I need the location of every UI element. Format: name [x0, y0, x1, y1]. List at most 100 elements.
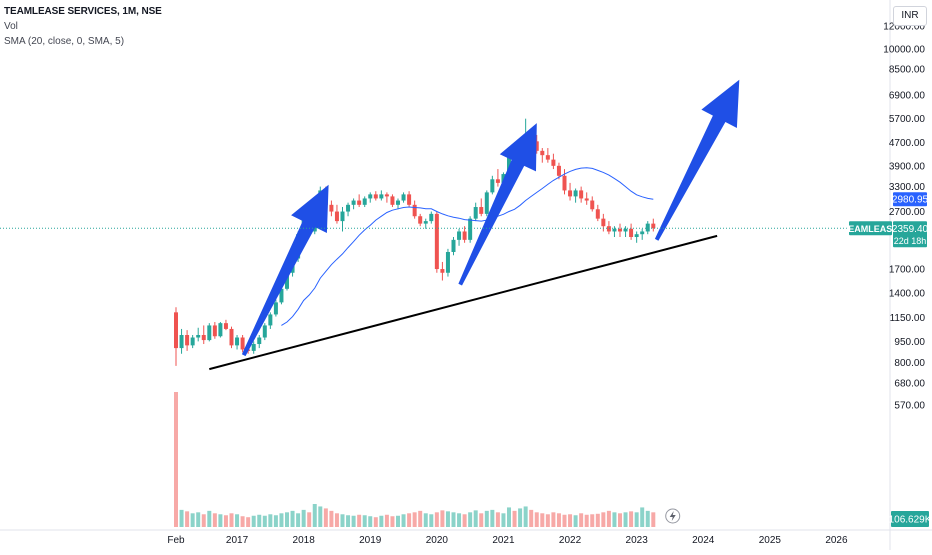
candle-body: [396, 200, 400, 205]
currency-button[interactable]: INR: [893, 6, 927, 26]
candle-body: [551, 159, 556, 166]
price-tick-label: 570.00: [894, 400, 925, 411]
countdown-text: 22d 18h: [894, 236, 927, 246]
candle-body: [373, 194, 378, 199]
volume-bar: [285, 512, 289, 527]
candle-body: [590, 200, 595, 210]
candle-body: [185, 335, 190, 346]
candle-body: [262, 325, 267, 338]
candle-body: [340, 211, 345, 222]
volume-bar: [312, 504, 317, 527]
volume-bar: [323, 508, 328, 527]
candle-body: [285, 272, 289, 289]
candle-body: [268, 314, 273, 326]
volume-bar: [462, 514, 467, 527]
time-tick-label: 2026: [825, 535, 848, 546]
volume-bar: [584, 514, 589, 527]
candle-body: [618, 228, 622, 232]
candle-body: [440, 269, 445, 273]
candle-body: [201, 335, 206, 341]
candle-body: [279, 288, 284, 303]
volume-bar: [379, 515, 384, 527]
last-price-text: 2359.40: [892, 224, 929, 235]
candle-body: [484, 192, 489, 214]
candle-body: [490, 179, 495, 193]
symbol-title[interactable]: TEAMLEASE SERVICES, 1M, NSE: [4, 6, 162, 17]
volume-bar: [273, 515, 278, 527]
candle-body: [573, 190, 578, 197]
volume-bar: [290, 510, 295, 527]
candle-body: [562, 175, 567, 191]
volume-bar: [495, 512, 500, 527]
price-tick-label: 1400.00: [889, 289, 926, 300]
sma-value-text: 2980.95: [892, 195, 929, 206]
support-trendline: [209, 234, 718, 371]
volume-bar: [207, 510, 212, 527]
volume-bar: [362, 515, 367, 527]
volume-bar: [296, 513, 301, 527]
candle-body: [218, 323, 223, 337]
volume-bar: [268, 514, 273, 527]
last-price-badge: [893, 221, 927, 248]
volume-bar: [540, 513, 545, 527]
candle-body: [629, 228, 634, 237]
price-tick-label: 3300.00: [889, 182, 926, 193]
candle-body: [207, 325, 212, 341]
candle-body: [445, 251, 450, 273]
volume-bar: [529, 509, 534, 527]
volume-bar: [512, 510, 517, 527]
price-tick-label: 800.00: [894, 358, 925, 369]
candle-body: [507, 156, 511, 175]
candle-body: [329, 204, 334, 212]
candle-body: [545, 155, 550, 160]
volume-bar: [340, 514, 345, 527]
candle-body: [334, 211, 339, 222]
volume-bar: [473, 510, 478, 527]
candle-body: [223, 323, 228, 329]
rally-arrow-2: [458, 123, 537, 286]
volume-bar: [601, 512, 606, 527]
volume-bar: [429, 514, 434, 527]
candle-body: [429, 213, 434, 222]
volume-bar: [174, 392, 178, 527]
volume-bar: [307, 512, 312, 527]
candle-body: [401, 194, 406, 201]
volume-bar: [223, 515, 228, 527]
volume-bar: [240, 516, 245, 527]
candle-body: [457, 231, 462, 240]
volume-bar: [651, 512, 656, 527]
time-tick-label: 2020: [426, 535, 449, 546]
price-tick-label: 12000.00: [883, 22, 925, 33]
volume-bar: [390, 516, 395, 527]
candle-body: [645, 223, 650, 232]
time-tick-label: 2021: [492, 535, 515, 546]
volume-bar: [251, 515, 256, 527]
candle-body: [479, 207, 484, 214]
candle-body: [196, 335, 201, 338]
sma-indicator-label[interactable]: SMA (20, close, 0, SMA, 5): [4, 36, 125, 47]
candle-body: [251, 344, 256, 351]
price-tick-label: 1700.00: [889, 265, 926, 276]
rally-arrow-1: [241, 184, 329, 357]
volume-bar: [606, 510, 611, 527]
time-tick-label: 2024: [692, 535, 715, 546]
time-tick-label: 2017: [226, 535, 249, 546]
price-tick-label: 950.00: [894, 337, 925, 348]
time-tick-label: 2018: [293, 535, 316, 546]
price-tick-label: 6900.00: [889, 90, 926, 101]
price-tick-label: 8500.00: [889, 65, 926, 76]
volume-bar: [445, 511, 450, 527]
candle-body: [346, 204, 351, 212]
volume-indicator-label[interactable]: Vol: [4, 21, 18, 32]
volume-bar: [590, 514, 595, 527]
chart-legend: TEAMLEASE SERVICES, 1M, NSE Vol SMA (20,…: [4, 4, 162, 49]
volume-bar: [556, 513, 561, 527]
candle-body: [368, 194, 373, 199]
volume-bar: [634, 512, 639, 527]
projection-arrow: [654, 79, 740, 241]
candle-body: [640, 231, 645, 235]
volume-bar: [190, 513, 195, 527]
symbol-badge-text: TEAMLEASE: [843, 224, 899, 234]
